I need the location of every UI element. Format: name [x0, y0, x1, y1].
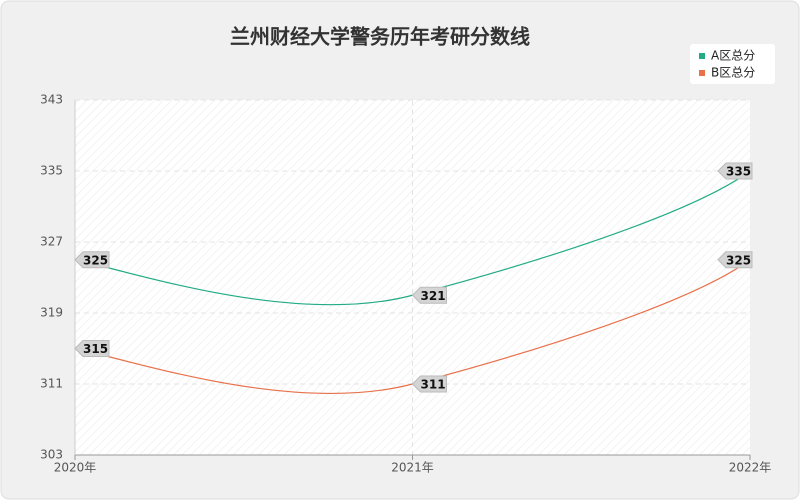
value-label: 311: [421, 378, 446, 392]
value-label: 315: [83, 342, 108, 356]
value-label-box: [74, 340, 110, 357]
legend-label: B区总分: [711, 66, 755, 80]
value-label: 321: [421, 289, 446, 303]
x-tick-label: 2022年: [729, 461, 772, 475]
y-tick-label: 335: [40, 164, 63, 178]
legend-swatch: [699, 53, 705, 59]
legend-box: [690, 44, 775, 84]
y-tick-label: 319: [40, 306, 63, 320]
chart-title: 兰州财经大学警务历年考研分数线: [230, 25, 530, 49]
y-tick-label: 311: [40, 377, 63, 391]
x-tick-label: 2020年: [54, 461, 97, 475]
value-label-box: [411, 375, 447, 393]
value-label-box: [717, 251, 753, 269]
y-tick-label: 327: [40, 235, 63, 249]
value-label-box: [717, 162, 753, 180]
value-label: 325: [726, 253, 751, 267]
y-tick-label: 303: [40, 448, 63, 462]
legend-label: A区总分: [711, 49, 755, 63]
value-label: 335: [726, 165, 751, 179]
plot-area: [75, 100, 750, 455]
value-label: 325: [83, 253, 108, 267]
x-tick-label: 2021年: [391, 461, 434, 475]
y-tick-label: 343: [40, 93, 63, 107]
value-label-box: [411, 286, 447, 304]
value-label-box: [74, 251, 110, 269]
legend-swatch: [699, 70, 705, 76]
